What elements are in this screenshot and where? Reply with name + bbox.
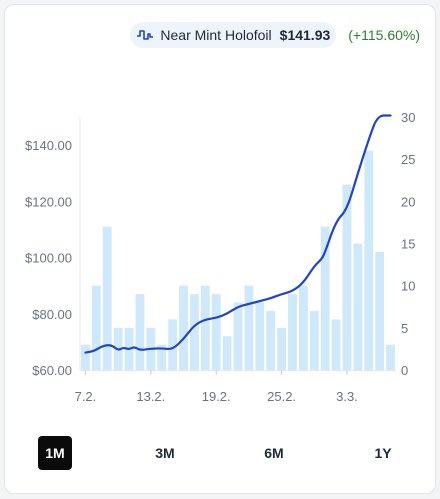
price-history-card: [4, 4, 436, 494]
volume-bar[interactable]: [298, 285, 308, 370]
y-right-tick-label: 5: [401, 321, 408, 336]
volume-bar[interactable]: [157, 344, 167, 370]
volume-bar[interactable]: [244, 285, 254, 370]
y-left-tick-label: $100.00: [25, 251, 72, 266]
y-right-tick-label: 0: [401, 363, 408, 378]
y-left-tick-label: $80.00: [32, 307, 72, 322]
volume-bar[interactable]: [189, 294, 199, 370]
volume-bar[interactable]: [331, 319, 341, 370]
x-tick-label: 19.2.: [202, 389, 231, 404]
x-tick-label: 3.3.: [336, 389, 358, 404]
volume-bars: [81, 150, 395, 371]
price-line: [84, 114, 392, 354]
volume-bar[interactable]: [102, 226, 112, 370]
chart-legend: Near Mint Holofoil $141.93 (+115.60%): [130, 22, 420, 48]
volume-bar[interactable]: [320, 226, 330, 370]
volume-bar[interactable]: [211, 294, 221, 370]
volume-bar[interactable]: [288, 294, 297, 370]
price-history-icon: [137, 30, 154, 40]
y-left-tick-label: $60.00: [32, 363, 72, 378]
volume-bar[interactable]: [233, 302, 243, 370]
x-tick-label: 25.2.: [267, 389, 296, 404]
y-right-tick-label: 15: [401, 237, 415, 252]
volume-bar[interactable]: [266, 310, 276, 370]
legend-chip[interactable]: Near Mint Holofoil $141.93: [130, 22, 337, 48]
y-right-tick-label: 20: [401, 194, 415, 209]
y-left-tick-label: $140.00: [25, 138, 72, 153]
range-selector: 1M 3M 6M 1Y: [0, 436, 440, 470]
volume-bar[interactable]: [386, 344, 395, 370]
legend-price: $141.93: [279, 27, 331, 43]
volume-bar[interactable]: [91, 285, 101, 370]
y-right-tick-label: 10: [401, 279, 415, 294]
range-6m-button[interactable]: 6M: [264, 445, 284, 461]
y-right-tick-label: 25: [401, 152, 415, 167]
volume-bar[interactable]: [309, 310, 319, 370]
volume-bar[interactable]: [364, 150, 374, 370]
range-1y-button[interactable]: 1Y: [374, 445, 392, 461]
volume-bar[interactable]: [135, 294, 145, 370]
chart-axes: $60.00 $80.00 $100.00 $120.00 $140.00 0 5 10 15 2…: [25, 110, 415, 404]
volume-bar[interactable]: [200, 285, 210, 370]
volume-bar[interactable]: [168, 319, 178, 370]
volume-bar[interactable]: [342, 184, 352, 370]
x-tick-label: 7.2.: [75, 389, 97, 404]
y-left-tick-label: $120.00: [25, 194, 72, 209]
legend-series-name: Near Mint Holofoil: [160, 27, 272, 43]
legend-change: (+115.60%): [348, 27, 420, 43]
range-3m-button[interactable]: 3M: [155, 445, 175, 461]
volume-bar[interactable]: [222, 336, 232, 370]
x-tick-label: 13.2.: [136, 389, 165, 404]
volume-bar[interactable]: [353, 243, 363, 371]
range-1m-button[interactable]: 1M: [38, 436, 72, 470]
volume-bar[interactable]: [277, 327, 287, 370]
volume-bar[interactable]: [81, 344, 90, 370]
volume-bar[interactable]: [255, 302, 265, 370]
y-right-tick-label: 30: [401, 110, 415, 125]
volume-bar[interactable]: [375, 251, 385, 370]
volume-bar[interactable]: [179, 285, 188, 370]
